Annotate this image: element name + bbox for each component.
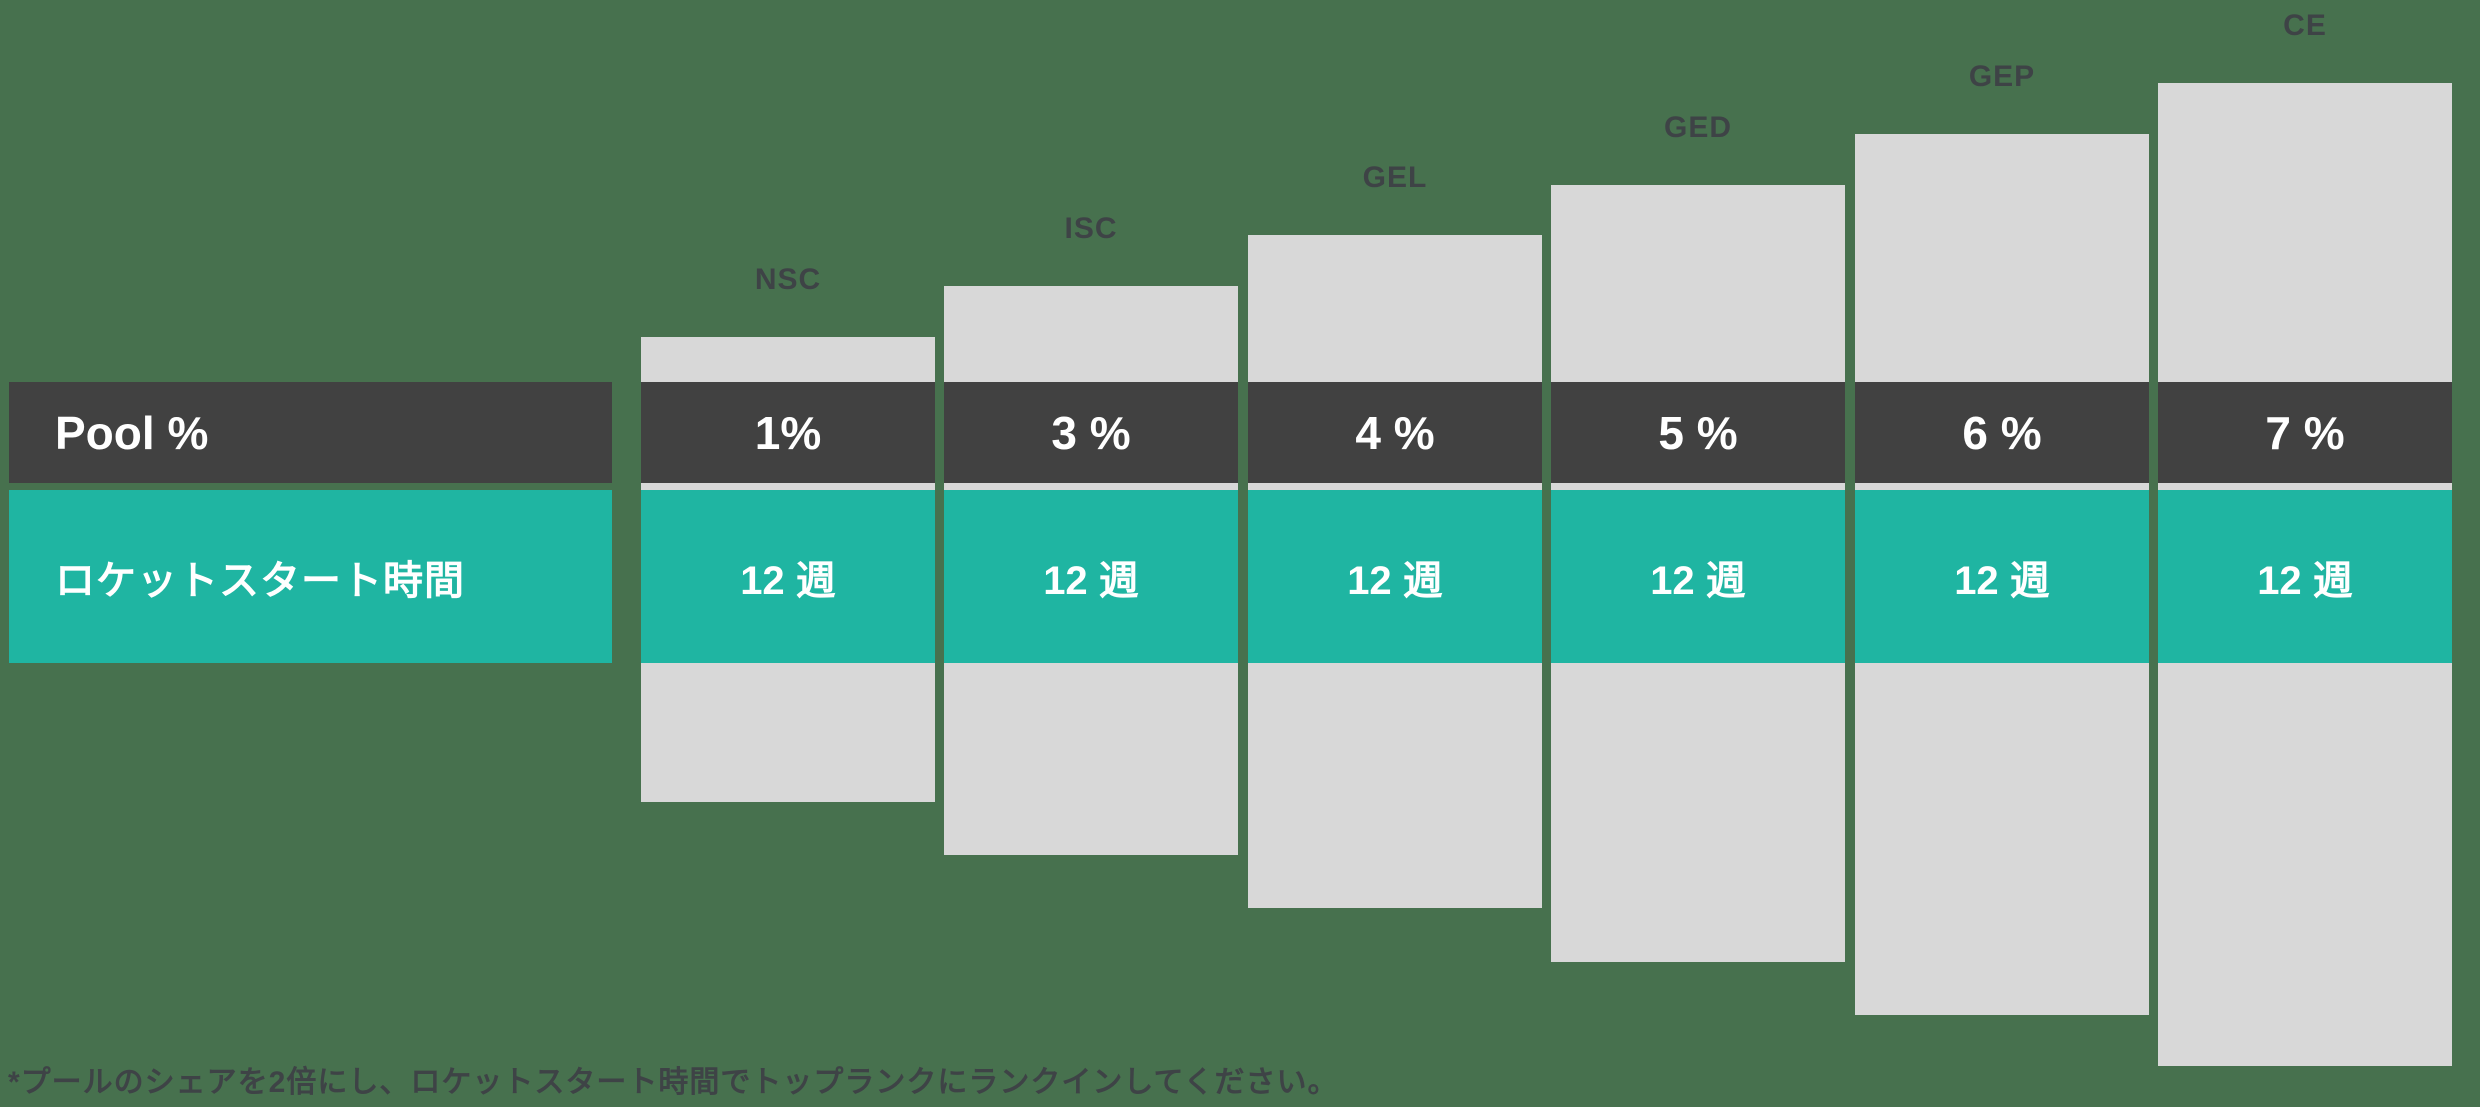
rank-column-ged: GED 5 % 12 週 [1551,0,1845,1107]
rank-column-gel: GEL 4 % 12 週 [1248,0,1542,1107]
pool-percent-cell: 1% [641,382,935,483]
pool-percent-cell: 5 % [1551,382,1845,483]
rank-column-label: GEL [1362,161,1428,194]
row-header-pool-percent: Pool % [9,382,612,483]
rank-column-nsc: NSC 1% 12 週 [641,0,935,1107]
rocket-start-cell: 12 週 [2158,490,2452,663]
rocket-start-cell: 12 週 [1855,490,2149,663]
row-header-rocket-start-time: ロケットスタート時間 [9,490,612,663]
pool-percent-cell: 7 % [2158,382,2452,483]
footnote: *プールのシェアを2倍にし、ロケットスタート時間でトップランクにランクインしてく… [8,1066,1339,1099]
pool-percent-cell: 6 % [1855,382,2149,483]
rank-column-label: NSC [754,263,822,296]
rank-column-label: CE [2283,9,2327,42]
rank-column-label: GED [1663,111,1732,144]
row-header-block: Pool % ロケットスタート時間 [9,0,612,1107]
rocket-start-cell: 12 週 [944,490,1238,663]
rank-column-label: GEP [1968,60,2036,93]
rocket-start-cell: 12 週 [1248,490,1542,663]
rank-column-gep: GEP 6 % 12 週 [1855,0,2149,1107]
rocket-start-cell: 12 週 [641,490,935,663]
rank-column-label: ISC [1064,212,1118,245]
pool-percent-cell: 3 % [944,382,1238,483]
rocket-start-cell: 12 週 [1551,490,1845,663]
rank-column-ce: CE 7 % 12 週 [2158,0,2452,1107]
pool-percent-cell: 4 % [1248,382,1542,483]
rank-column-isc: ISC 3 % 12 週 [944,0,1238,1107]
